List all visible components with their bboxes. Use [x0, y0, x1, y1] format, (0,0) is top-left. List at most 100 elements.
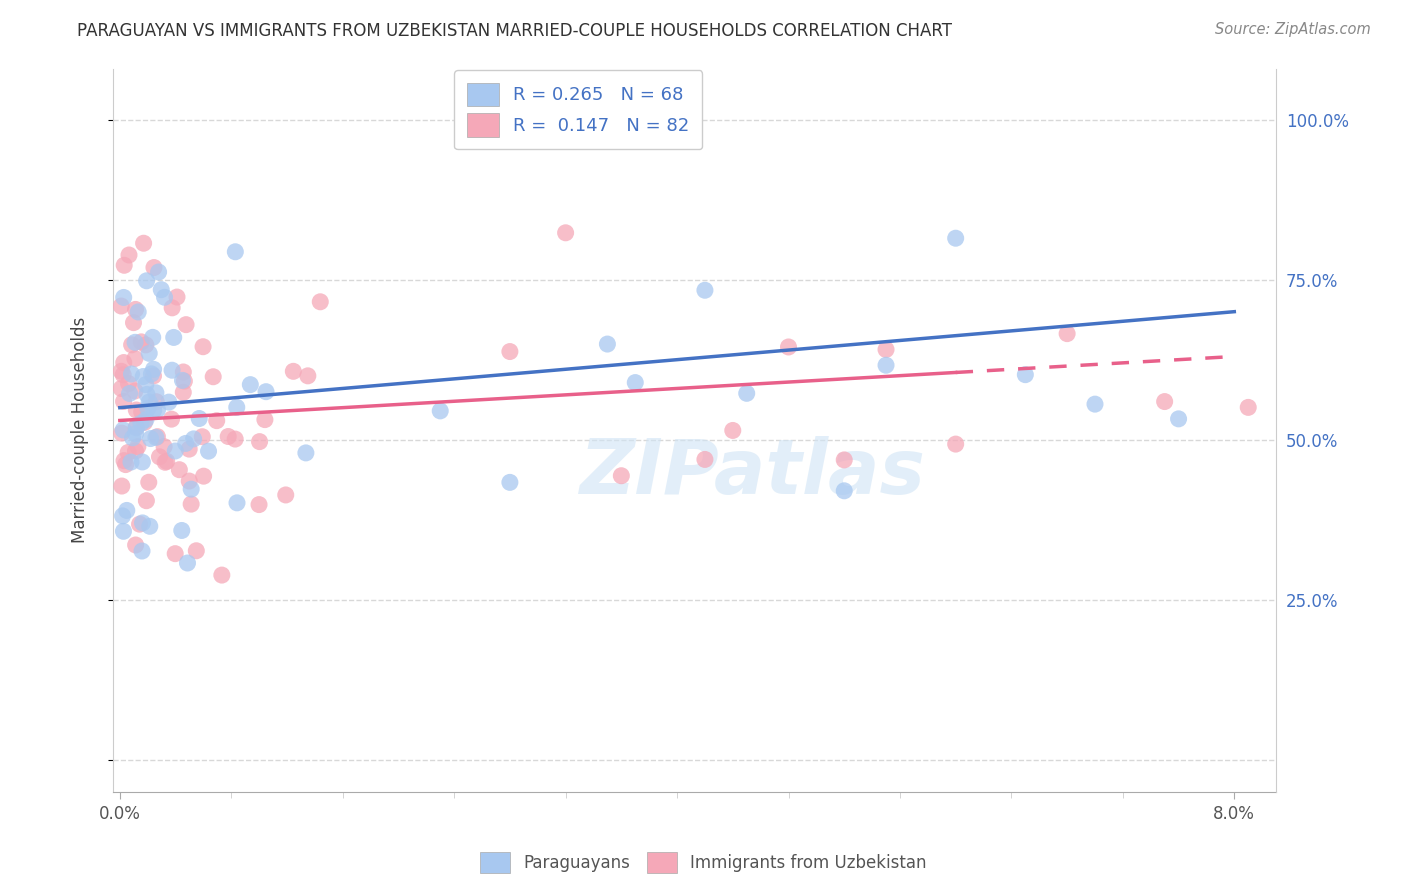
- Point: [188, 411, 211, 425]
- Point: [145, 394, 167, 409]
- Point: [138, 346, 160, 360]
- Point: [131, 455, 153, 469]
- Point: [202, 369, 225, 384]
- Point: [112, 394, 135, 409]
- Point: [153, 290, 176, 304]
- Point: [778, 340, 800, 354]
- Point: [160, 363, 183, 377]
- Point: [132, 236, 155, 251]
- Point: [110, 299, 132, 313]
- Point: [205, 414, 228, 428]
- Point: [945, 437, 967, 451]
- Point: [160, 301, 183, 315]
- Point: [146, 402, 169, 417]
- Point: [247, 498, 270, 512]
- Point: [127, 440, 149, 454]
- Point: [110, 364, 132, 378]
- Point: [118, 386, 141, 401]
- Point: [135, 493, 157, 508]
- Point: [117, 376, 139, 391]
- Point: [142, 330, 165, 344]
- Point: [832, 453, 855, 467]
- Point: [875, 358, 897, 372]
- Point: [721, 424, 744, 438]
- Point: [124, 444, 146, 458]
- Point: [142, 403, 165, 417]
- Point: [554, 226, 576, 240]
- Point: [166, 290, 188, 304]
- Point: [136, 401, 159, 416]
- Point: [157, 395, 180, 409]
- Point: [129, 334, 152, 349]
- Point: [138, 475, 160, 490]
- Point: [124, 384, 146, 398]
- Point: [179, 474, 201, 488]
- Point: [832, 483, 855, 498]
- Point: [125, 403, 148, 417]
- Point: [115, 503, 138, 517]
- Point: [142, 260, 165, 275]
- Point: [148, 265, 170, 279]
- Point: [112, 290, 135, 304]
- Point: [254, 384, 277, 399]
- Point: [138, 395, 160, 409]
- Point: [179, 442, 201, 456]
- Point: [193, 469, 215, 483]
- Point: [135, 338, 157, 352]
- Point: [120, 455, 142, 469]
- Point: [125, 420, 148, 434]
- Point: [283, 364, 305, 378]
- Point: [135, 412, 157, 426]
- Point: [124, 335, 146, 350]
- Point: [117, 445, 139, 459]
- Point: [297, 368, 319, 383]
- Point: [429, 404, 451, 418]
- Point: [124, 351, 146, 366]
- Point: [224, 244, 246, 259]
- Point: [1279, 296, 1302, 310]
- Point: [693, 283, 716, 297]
- Point: [135, 387, 157, 401]
- Point: [156, 454, 179, 468]
- Point: [239, 377, 262, 392]
- Point: [141, 367, 163, 381]
- Text: ZIPatlas: ZIPatlas: [579, 436, 925, 510]
- Point: [169, 463, 191, 477]
- Point: [125, 421, 148, 435]
- Point: [173, 374, 195, 388]
- Point: [128, 517, 150, 532]
- Point: [176, 556, 198, 570]
- Point: [131, 544, 153, 558]
- Point: [112, 423, 135, 437]
- Point: [225, 401, 247, 415]
- Point: [118, 248, 141, 262]
- Point: [135, 274, 157, 288]
- Point: [875, 343, 897, 357]
- Point: [1237, 401, 1260, 415]
- Point: [211, 568, 233, 582]
- Point: [1167, 412, 1189, 426]
- Point: [131, 405, 153, 419]
- Point: [124, 426, 146, 441]
- Point: [499, 344, 522, 359]
- Point: [121, 431, 143, 445]
- Legend: R = 0.265   N = 68, R =  0.147   N = 82: R = 0.265 N = 68, R = 0.147 N = 82: [454, 70, 703, 149]
- Point: [114, 458, 136, 472]
- Point: [274, 488, 297, 502]
- Point: [226, 496, 249, 510]
- Point: [150, 283, 173, 297]
- Point: [124, 302, 146, 317]
- Point: [170, 524, 193, 538]
- Point: [180, 482, 202, 496]
- Point: [145, 385, 167, 400]
- Point: [499, 475, 522, 490]
- Point: [121, 367, 143, 381]
- Point: [111, 479, 134, 493]
- Point: [180, 497, 202, 511]
- Point: [134, 415, 156, 429]
- Point: [1014, 368, 1036, 382]
- Point: [131, 516, 153, 530]
- Point: [135, 377, 157, 392]
- Text: PARAGUAYAN VS IMMIGRANTS FROM UZBEKISTAN MARRIED-COUPLE HOUSEHOLDS CORRELATION C: PARAGUAYAN VS IMMIGRANTS FROM UZBEKISTAN…: [77, 22, 952, 40]
- Point: [172, 365, 194, 379]
